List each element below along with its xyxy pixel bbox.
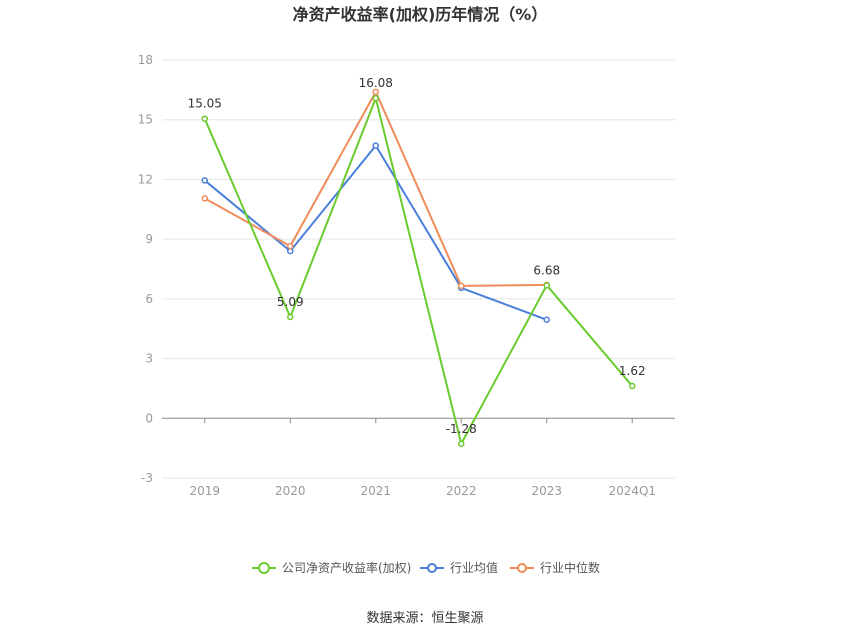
data-point[interactable]: [543, 282, 550, 289]
y-tick-label: 15: [138, 113, 153, 127]
data-point[interactable]: [287, 313, 294, 321]
data-point[interactable]: [458, 282, 465, 290]
data-point[interactable]: [201, 115, 208, 122]
y-tick-label: 18: [138, 53, 153, 67]
series-group: 15.05 5.09 16.08 -1.28 6.68 1.62: [188, 76, 646, 448]
y-tick-label: 12: [138, 172, 153, 186]
data-source: 数据来源：恒生聚源: [366, 611, 483, 626]
data-label: 5.09: [277, 295, 304, 309]
legend-item-0[interactable]: 公司净资产收益率(加权): [252, 560, 411, 575]
y-tick-label: 0: [145, 411, 153, 425]
y-tick-label: 9: [145, 232, 153, 246]
legend-marker: [517, 563, 527, 573]
data-point[interactable]: [372, 94, 379, 102]
series-line: [203, 94, 634, 447]
series-line: [204, 89, 547, 287]
legend-marker: [258, 562, 270, 574]
data-point[interactable]: [201, 177, 208, 184]
x-axis: 2019 2020 2021 2022 2023 2024Q1: [189, 418, 656, 498]
data-label: 16.08: [359, 76, 393, 90]
legend[interactable]: 公司净资产收益率(加权) 行业均值 行业中位数: [252, 560, 600, 575]
x-tick-label: 2019: [189, 484, 220, 498]
x-tick-label: 2022: [446, 484, 477, 498]
legend-label: 行业中位数: [540, 560, 600, 575]
x-tick-label: 2024Q1: [608, 484, 656, 498]
y-tick-label: -3: [141, 471, 153, 485]
x-tick-label: 2020: [275, 484, 306, 498]
data-point[interactable]: [201, 195, 208, 202]
legend-item-2[interactable]: 行业中位数: [510, 560, 600, 575]
data-label: 6.68: [533, 263, 560, 277]
data-point[interactable]: [629, 382, 636, 390]
legend-item-1[interactable]: 行业均值: [420, 560, 498, 575]
y-tick-label: 3: [145, 352, 153, 366]
series-0: [201, 94, 636, 448]
data-label: -1.28: [446, 422, 477, 436]
data-point[interactable]: [458, 440, 465, 448]
data-point[interactable]: [543, 316, 550, 324]
legend-marker: [427, 563, 437, 573]
y-tick-label: 6: [145, 292, 153, 306]
legend-label: 公司净资产收益率(加权): [282, 560, 411, 575]
data-label: 15.05: [188, 97, 222, 111]
data-label: 1.62: [619, 364, 646, 378]
y-axis: 18 15 12 9 6 3 0 -3: [138, 53, 153, 485]
data-point[interactable]: [372, 88, 379, 96]
x-tick-label: 2023: [531, 484, 562, 498]
series-2: [201, 88, 550, 290]
chart-title: 净资产收益率(加权)历年情况（%）: [293, 5, 548, 24]
legend-label: 行业均值: [450, 560, 498, 575]
grid: [162, 59, 675, 479]
data-point[interactable]: [372, 142, 379, 149]
series-line: [204, 143, 548, 321]
data-point[interactable]: [287, 242, 294, 250]
x-tick-label: 2021: [360, 484, 391, 498]
